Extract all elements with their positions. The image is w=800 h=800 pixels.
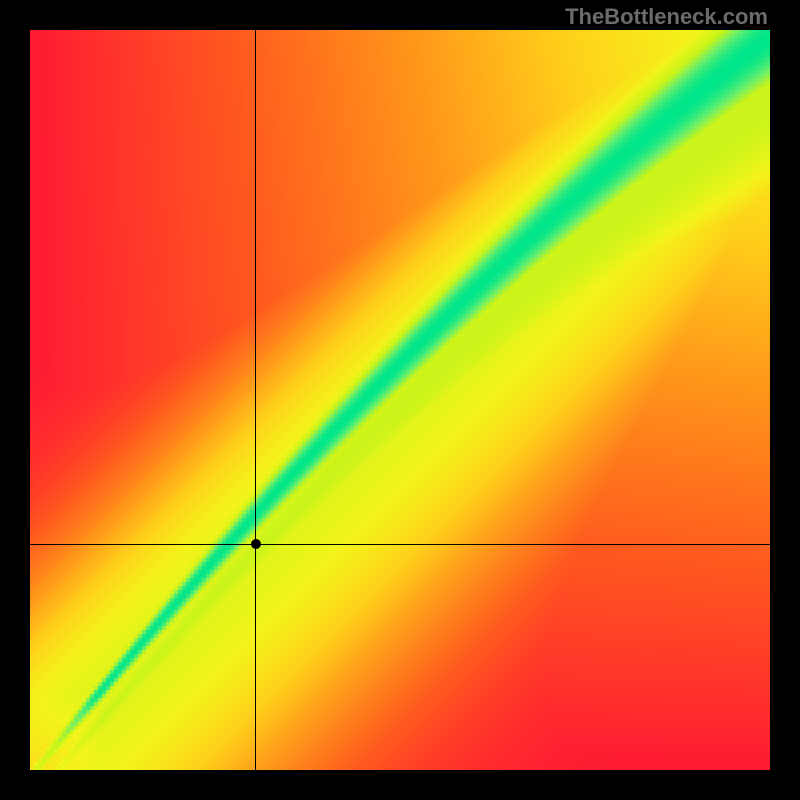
chart-container: TheBottleneck.com xyxy=(0,0,800,800)
watermark-text: TheBottleneck.com xyxy=(565,4,768,30)
crosshair-vertical xyxy=(255,30,256,770)
crosshair-horizontal xyxy=(30,544,770,545)
marker-dot xyxy=(251,539,261,549)
heatmap-canvas xyxy=(30,30,770,770)
